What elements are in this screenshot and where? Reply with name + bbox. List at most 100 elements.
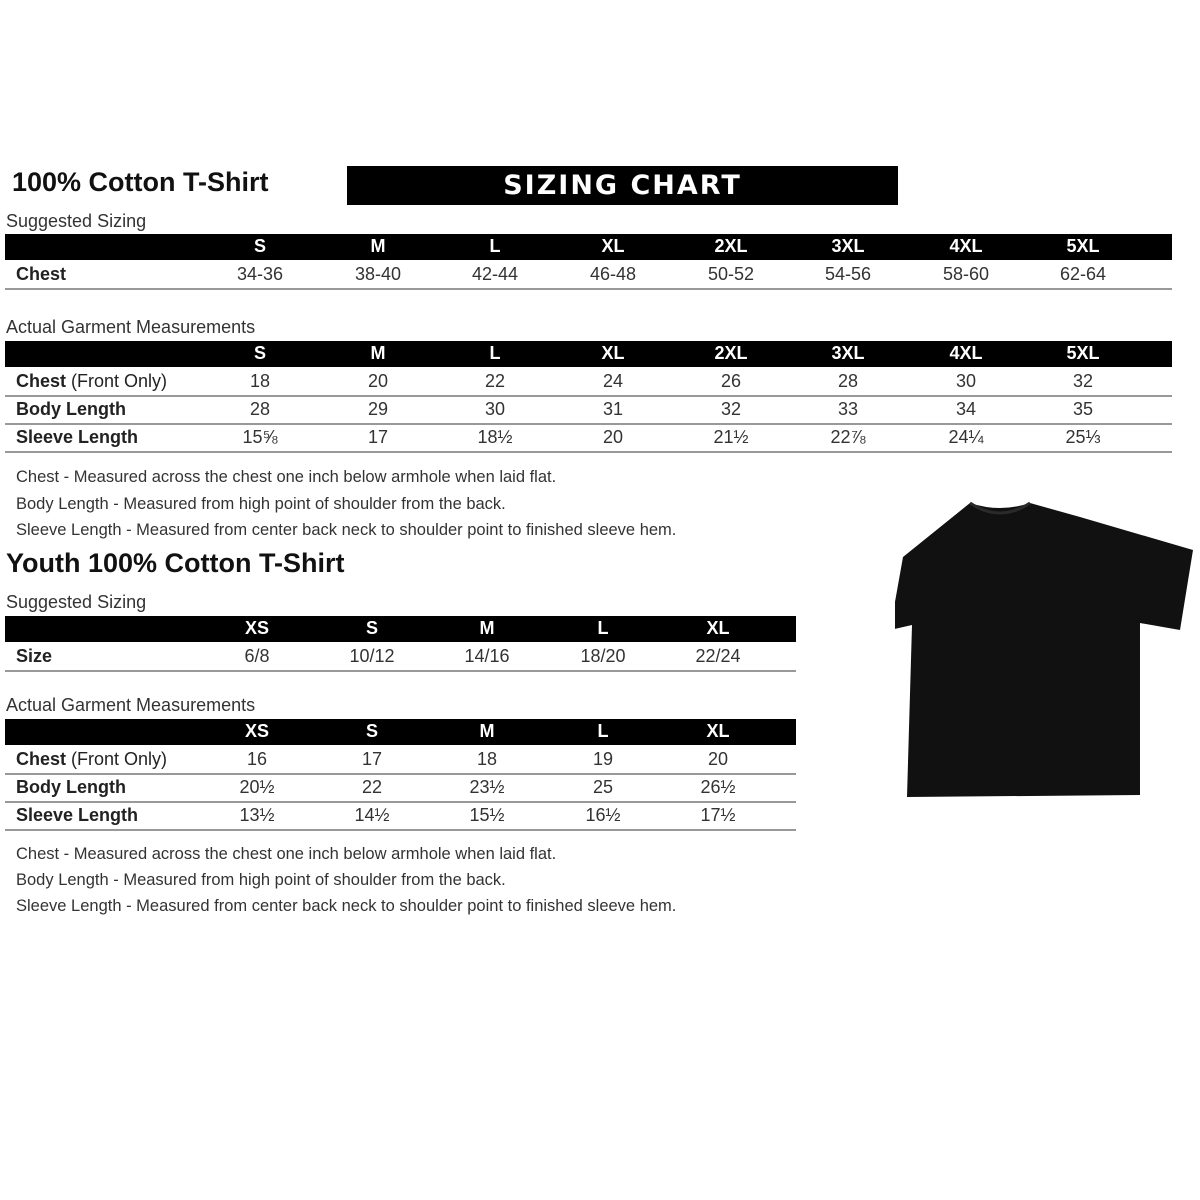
- adult-note-body: Body Length - Measured from high point o…: [16, 495, 506, 513]
- row-divider: [5, 288, 1172, 290]
- size-header: S: [365, 618, 379, 638]
- table-cell: 20½: [239, 777, 275, 797]
- size-header: 3XL: [831, 236, 865, 256]
- table-cell: 22: [484, 371, 506, 391]
- table-cell: 18/20: [580, 646, 626, 666]
- size-header: M: [370, 343, 386, 363]
- table-cell: 28: [249, 399, 271, 419]
- table-row: Size 6/8 10/12 14/16 18/20 22/24: [5, 643, 796, 671]
- table-cell: 24¼: [948, 427, 984, 447]
- size-header: L: [489, 236, 501, 256]
- size-header-bar: S M L XL 2XL 3XL 4XL 5XL: [5, 341, 1172, 367]
- table-cell: 62-64: [1059, 264, 1107, 284]
- table-cell: 14/16: [464, 646, 510, 666]
- row-label: Size: [16, 646, 52, 667]
- table-cell: 19: [592, 749, 614, 769]
- table-cell: 16: [246, 749, 268, 769]
- youth-note-sleeve: Sleeve Length - Measured from center bac…: [16, 897, 677, 915]
- size-header: XS: [244, 618, 270, 638]
- table-cell: 58-60: [942, 264, 990, 284]
- size-header: XL: [601, 343, 625, 363]
- row-divider: [5, 801, 796, 803]
- size-header: 3XL: [831, 343, 865, 363]
- size-header: XL: [601, 236, 625, 256]
- youth-title: Youth 100% Cotton T-Shirt: [6, 548, 345, 578]
- row-divider: [5, 829, 796, 831]
- table-row: Body Length 20½ 22 23½ 25 26½: [5, 774, 796, 802]
- table-cell: 18½: [477, 427, 513, 447]
- adult-actual-label: Actual Garment Measurements: [6, 317, 256, 337]
- row-label: Sleeve Length: [16, 805, 138, 826]
- table-cell: 14½: [354, 805, 390, 825]
- table-cell: 17: [367, 427, 389, 447]
- table-cell: 24: [602, 371, 624, 391]
- table-row: Chest (Front Only) 18 20 22 24 26 28 30 32: [5, 368, 1172, 396]
- table-cell: 17: [361, 749, 383, 769]
- table-cell: 33: [837, 399, 859, 419]
- table-cell: 18: [249, 371, 271, 391]
- table-cell: 46-48: [589, 264, 637, 284]
- row-label-text: Size: [16, 646, 53, 666]
- row-label: Body Length: [16, 399, 126, 420]
- size-header-bar: XS S M L XL: [5, 719, 796, 745]
- row-label-text: Sleeve Length: [16, 427, 139, 447]
- row-label-note: (Front Only): [66, 749, 168, 769]
- size-header: 4XL: [949, 236, 983, 256]
- table-row: Chest 34-36 38-40 42-44 46-48 50-52 54-56 58-60…: [5, 261, 1172, 289]
- table-cell: 17½: [700, 805, 736, 825]
- table-row: Sleeve Length 13½ 14½ 15½ 16½ 17½: [5, 802, 796, 830]
- row-divider: [5, 451, 1172, 453]
- row-label-note: (Front Only): [66, 371, 168, 391]
- adult-note-chest: Chest - Measured across the chest one in…: [16, 468, 557, 486]
- row-divider: [5, 423, 1172, 425]
- size-header: L: [597, 618, 609, 638]
- table-cell: 34-36: [236, 264, 284, 284]
- size-header-bar: XS S M L XL: [5, 616, 796, 642]
- table-cell: 22⅞: [830, 427, 866, 447]
- youth-note-body: Body Length - Measured from high point o…: [16, 871, 506, 889]
- table-cell: 35: [1072, 399, 1094, 419]
- table-cell: 20: [367, 371, 389, 391]
- table-cell: 22/24: [695, 646, 741, 666]
- table-cell: 15⅝: [242, 427, 278, 447]
- size-header: XS: [244, 721, 270, 741]
- youth-actual-label: Actual Garment Measurements: [6, 695, 256, 715]
- adult-suggested-label: Suggested Sizing: [6, 211, 147, 231]
- table-cell: 26: [720, 371, 742, 391]
- size-header: 2XL: [714, 343, 748, 363]
- size-header-bar: S M L XL 2XL 3XL 4XL 5XL: [5, 234, 1172, 260]
- sizing-chart-banner: SIZING CHART: [347, 166, 898, 205]
- table-cell: 32: [720, 399, 742, 419]
- size-header: XL: [706, 721, 730, 741]
- row-label-text: Sleeve Length: [16, 805, 139, 825]
- row-label-text: Chest: [16, 371, 67, 391]
- row-label-text: Chest: [16, 749, 67, 769]
- table-cell: 54-56: [824, 264, 872, 284]
- table-row: Sleeve Length 15⅝ 17 18½ 20 21½ 22⅞ 24¼ 25⅓: [5, 424, 1172, 452]
- row-label: Body Length: [16, 777, 126, 798]
- row-divider: [5, 395, 1172, 397]
- row-label: Sleeve Length: [16, 427, 138, 448]
- row-label: Chest: [16, 264, 66, 285]
- table-cell: 31: [602, 399, 624, 419]
- size-header: XL: [706, 618, 730, 638]
- table-cell: 38-40: [354, 264, 402, 284]
- table-row: Chest (Front Only) 16 17 18 19 20: [5, 746, 796, 774]
- size-header: M: [479, 721, 495, 741]
- table-cell: 25: [592, 777, 614, 797]
- size-header: 5XL: [1066, 236, 1100, 256]
- size-header: 2XL: [714, 236, 748, 256]
- table-cell: 10/12: [349, 646, 395, 666]
- table-cell: 25⅓: [1065, 427, 1101, 447]
- table-cell: 34: [955, 399, 977, 419]
- table-cell: 29: [367, 399, 389, 419]
- table-cell: 50-52: [707, 264, 755, 284]
- row-divider: [5, 670, 796, 672]
- row-label: Chest (Front Only): [16, 371, 167, 392]
- size-header: S: [253, 236, 267, 256]
- size-header: 4XL: [949, 343, 983, 363]
- size-header: 5XL: [1066, 343, 1100, 363]
- youth-note-chest: Chest - Measured across the chest one in…: [16, 845, 557, 863]
- size-header: S: [365, 721, 379, 741]
- table-cell: 23½: [469, 777, 505, 797]
